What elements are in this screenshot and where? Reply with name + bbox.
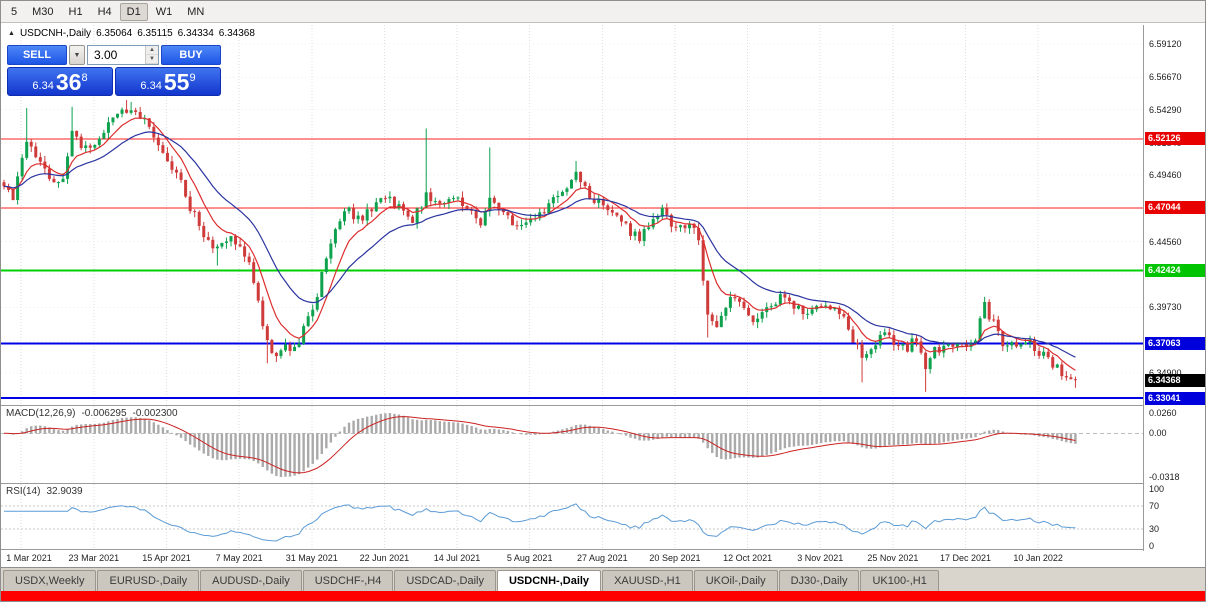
macd-main-value: -0.006295 [81, 408, 127, 419]
buy-price-big: 55 [163, 69, 190, 95]
tab-eurusd-daily[interactable]: EURUSD-,Daily [97, 570, 200, 591]
date-label: 20 Sep 2021 [649, 553, 701, 563]
timeframe-5[interactable]: 5 [4, 3, 24, 21]
date-label: 23 Mar 2021 [68, 553, 120, 563]
rsi-name: RSI(14) [6, 486, 41, 497]
timeframe-d1[interactable]: D1 [119, 2, 148, 21]
macd-axis-tick: -0.0318 [1149, 472, 1180, 482]
bottom-red-bar [1, 591, 1205, 601]
date-label: 5 Aug 2021 [506, 553, 553, 563]
tab-usdcad-daily[interactable]: USDCAD-,Daily [394, 570, 496, 591]
panel-separator [1, 549, 1205, 550]
date-label: 10 Jan 2022 [1013, 553, 1063, 563]
sell-price-sup: 8 [81, 72, 88, 84]
sell-price-button[interactable]: 6.34 36 8 [7, 67, 113, 96]
tab-usdcnh-daily[interactable]: USDCNH-,Daily [496, 570, 602, 591]
date-label: 3 Nov 2021 [797, 553, 844, 563]
price-badge-6.34368: 6.34368 [1145, 373, 1205, 387]
buy-price-button[interactable]: 6.34 55 9 [115, 67, 221, 96]
timeframe-h1[interactable]: H1 [62, 3, 90, 21]
macd-name: MACD(12,26,9) [6, 408, 76, 419]
tab-usdx-weekly[interactable]: USDX,Weekly [3, 570, 97, 591]
price-axis-tick: 6.44560 [1149, 236, 1182, 247]
one-click-trading-panel: SELL ▼ 3.00 ▲ ▼ BUY 6.34 36 8 6.34 55 9 [7, 45, 221, 96]
price-axis-tick: 6.39730 [1149, 302, 1182, 313]
rsi-label: RSI(14) 32.9039 [6, 486, 83, 497]
volume-value: 3.00 [94, 48, 118, 62]
date-label: 31 May 2021 [285, 553, 338, 563]
timeframe-w1[interactable]: W1 [149, 3, 180, 21]
tab-audusd-daily[interactable]: AUDUSD-,Daily [200, 570, 302, 591]
date-axis[interactable]: 1 Mar 2021 23 Mar 2021 15 Apr 2021 7 May 20… [1, 550, 1143, 567]
chart-title: ▲ USDCNH-,Daily 6.35064 6.35115 6.34334 … [8, 28, 255, 39]
price-badge-6.52126: 6.52126 [1145, 132, 1205, 146]
price-badge-6.47044: 6.47044 [1145, 201, 1205, 215]
price-axis-tick: 6.56670 [1149, 72, 1182, 83]
price-badge-6.37063: 6.37063 [1145, 336, 1205, 350]
date-label: 1 Mar 2021 [6, 553, 52, 563]
rsi-value: 32.9039 [46, 486, 83, 497]
chart-symbol-label: USDCNH-,Daily [19, 28, 92, 39]
date-label: 7 May 2021 [215, 553, 263, 563]
tab-uk100-h1[interactable]: UK100-,H1 [860, 570, 939, 591]
volume-field[interactable]: 3.00 ▲ ▼ [87, 45, 159, 65]
tab-usdchf-h4[interactable]: USDCHF-,H4 [302, 570, 394, 591]
sell-price-prefix: 6.34 [32, 80, 54, 92]
date-label: 25 Nov 2021 [867, 553, 919, 563]
collapse-triangle-icon: ▲ [8, 30, 15, 37]
buy-price-prefix: 6.34 [140, 80, 162, 92]
sell-button[interactable]: SELL [7, 45, 67, 65]
panel-separator [1, 405, 1205, 406]
tab-xauusd-h1[interactable]: XAUUSD-,H1 [602, 570, 693, 591]
timeframe-buttons: 5 M30 H1 H4 D1 W1 MN [4, 2, 211, 21]
panel-separator [1, 483, 1205, 484]
spin-down-icon[interactable]: ▼ [146, 55, 158, 64]
timeframe-m30[interactable]: M30 [25, 3, 60, 21]
price-axis-tick: 6.34900 [1149, 368, 1182, 378]
macd-axis-tick: 0.0260 [1149, 408, 1177, 418]
buy-price-sup: 9 [189, 72, 196, 84]
date-label: 27 Aug 2021 [577, 553, 628, 563]
price-axis-tick: 6.54290 [1149, 104, 1182, 115]
timeframe-mn[interactable]: MN [180, 3, 211, 21]
ohlc-close: 6.34368 [218, 28, 255, 39]
trade-controls-row: SELL ▼ 3.00 ▲ ▼ BUY [7, 45, 221, 65]
volume-dropdown-button[interactable]: ▼ [69, 45, 85, 65]
rsi-axis-tick: 0 [1149, 541, 1155, 551]
trade-price-row: 6.34 36 8 6.34 55 9 [7, 67, 221, 96]
price-badge-6.42424: 6.42424 [1145, 264, 1205, 278]
macd-signal-value: -0.002300 [132, 408, 178, 419]
timeframe-toolbar: 5 M30 H1 H4 D1 W1 MN [1, 1, 1205, 23]
date-label: 12 Oct 2021 [723, 553, 773, 563]
date-label: 17 Dec 2021 [939, 553, 992, 563]
sell-price-big: 36 [55, 69, 82, 95]
tab-ukoil-daily[interactable]: UKOil-,Daily [693, 570, 778, 591]
date-label: 14 Jul 2021 [433, 553, 481, 563]
rsi-axis-tick: 100 [1149, 484, 1165, 494]
chart-tabs-bar: USDX,Weekly EURUSD-,Daily AUDUSD-,Daily USD… [1, 567, 1205, 591]
tab-dj30-daily[interactable]: DJ30-,Daily [778, 570, 860, 591]
macd-axis-tick: 0.00 [1149, 428, 1167, 439]
ohlc-low: 6.34334 [177, 28, 214, 39]
chevron-down-icon: ▼ [73, 51, 81, 59]
rsi-axis-tick: 70 [1149, 501, 1160, 512]
price-axis[interactable]: 6.591206.566706.542906.518406.494606.470… [1143, 25, 1205, 551]
date-label: 22 Jun 2021 [359, 553, 410, 563]
price-axis-tick: 6.59120 [1149, 39, 1182, 49]
rsi-axis-tick: 30 [1149, 523, 1160, 534]
price-badge-6.33041: 6.33041 [1145, 391, 1205, 405]
macd-label: MACD(12,26,9) -0.006295 -0.002300 [6, 408, 178, 419]
price-axis-tick: 6.49460 [1149, 170, 1182, 181]
ohlc-high: 6.35115 [137, 28, 173, 39]
buy-button[interactable]: BUY [161, 45, 221, 65]
spin-up-icon[interactable]: ▲ [146, 46, 158, 55]
volume-spinner[interactable]: ▲ ▼ [145, 46, 158, 64]
date-label: 15 Apr 2021 [142, 553, 191, 563]
ohlc-open: 6.35064 [96, 28, 133, 39]
timeframe-h4[interactable]: H4 [91, 3, 119, 21]
